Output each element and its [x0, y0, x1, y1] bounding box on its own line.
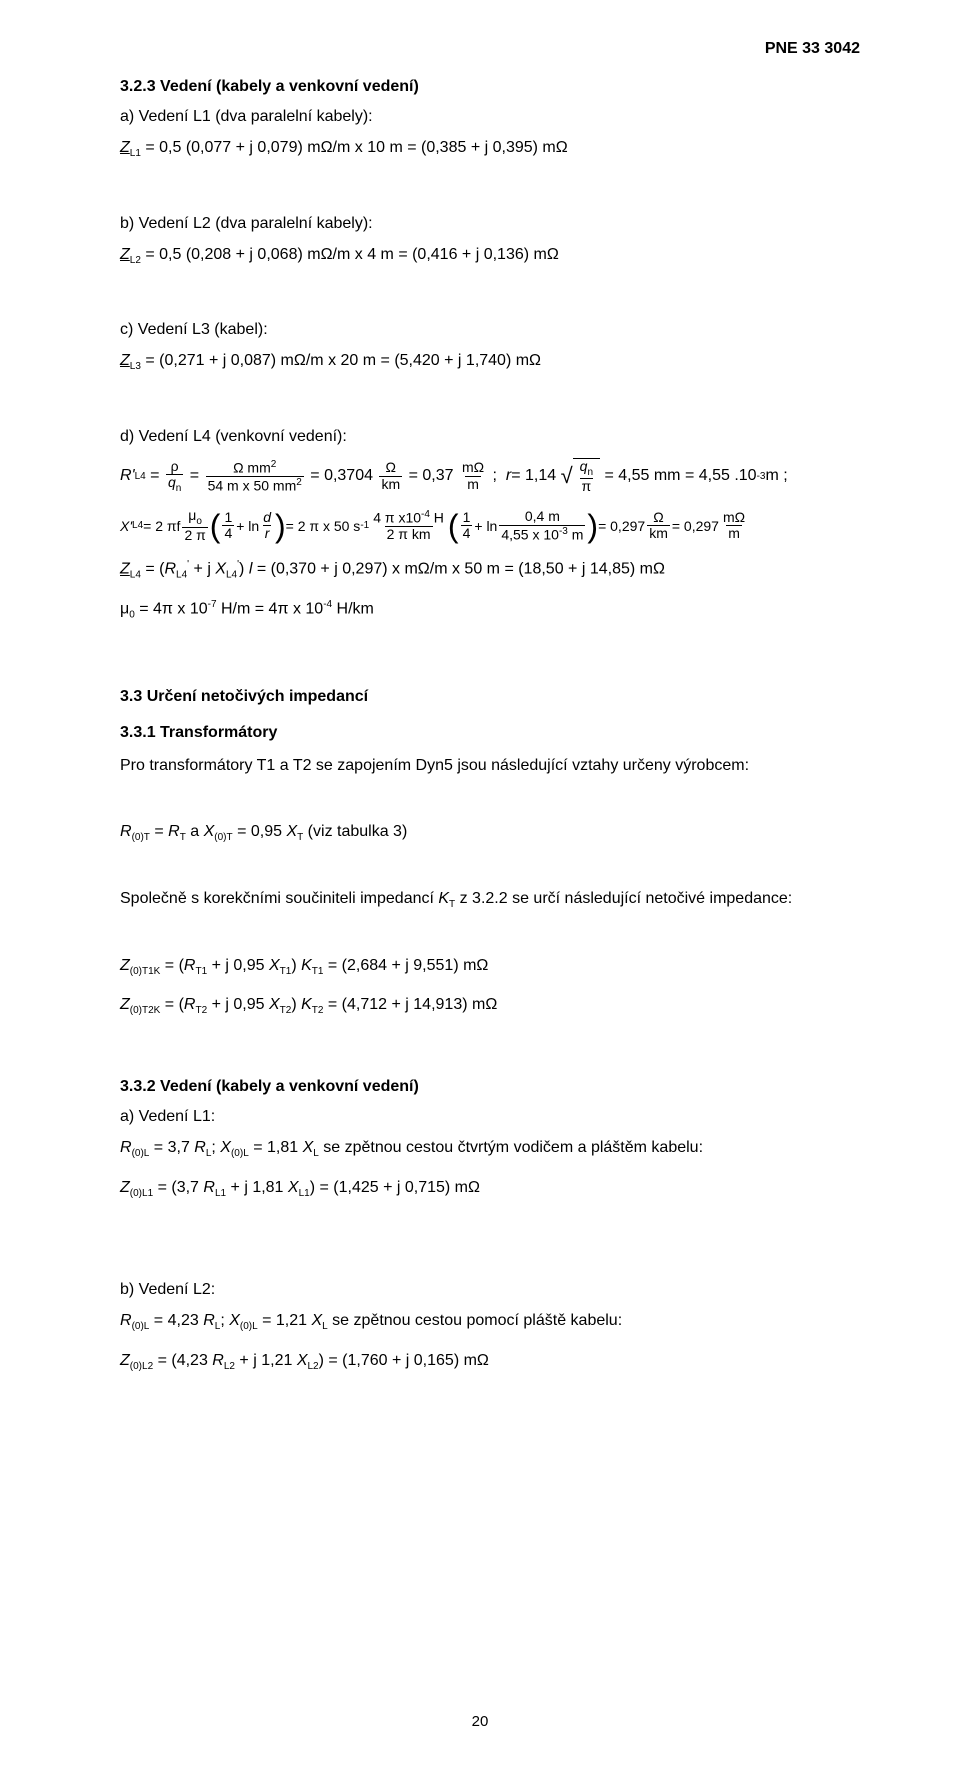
eq-332b: Z(0)L2 = (4,23 RL2 + j 1,21 XL2) = (1,76… — [120, 1349, 860, 1375]
eq-323c: ZL3 = (0,271 + j 0,087) mΩ/m x 20 m = (5… — [120, 349, 860, 375]
eq-331-rel: R(0)T = RT a X(0)T = 0,95 XT (viz tabulk… — [120, 820, 860, 846]
page-number: 20 — [472, 1713, 489, 1730]
eq-323d-R: R'L4 = ρqn = Ω mm254 m x 50 mm2 = 0,3704… — [120, 458, 860, 494]
label-323d: d) Vedení L4 (venkovní vedení): — [120, 428, 860, 446]
eq-323d-mu: μ0 = 4π x 10-7 H/m = 4π x 10-4 H/km — [120, 597, 860, 623]
label-323c: c) Vedení L3 (kabel): — [120, 321, 860, 339]
label-323b: b) Vedení L2 (dva paralelní kabely): — [120, 215, 860, 233]
eq-331-A: Z(0)T1K = (RT1 + j 0,95 XT1) KT1 = (2,68… — [120, 954, 860, 980]
body-332b: R(0)L = 4,23 RL; X(0)L = 1,21 XL se zpět… — [120, 1309, 860, 1335]
eq-323d-Z: ZL4 = (RL4' + j XL4') l = (0,370 + j 0,2… — [120, 557, 860, 583]
body-331: Pro transformátory T1 a T2 se zapojením … — [120, 754, 860, 779]
heading-332: 3.3.2 Vedení (kabely a venkovní vedení) — [120, 1078, 860, 1096]
eq-332a: Z(0)L1 = (3,7 RL1 + j 1,81 XL1) = (1,425… — [120, 1176, 860, 1202]
label-332a: a) Vedení L1: — [120, 1108, 860, 1126]
heading-331: 3.3.1 Transformátory — [120, 724, 860, 742]
eq-331-B: Z(0)T2K = (RT2 + j 0,95 XT2) KT2 = (4,71… — [120, 993, 860, 1019]
eq-323a: ZL1 = 0,5 (0,077 + j 0,079) mΩ/m x 10 m … — [120, 136, 860, 162]
body-331-p2: Společně s korekčními součiniteli impeda… — [120, 887, 860, 913]
eq-323d-X: X'L4 = 2 πf μo2 π ( 14 + ln dr ) = 2 π x… — [120, 508, 860, 543]
heading-33: 3.3 Určení netočivých impedancí — [120, 688, 860, 706]
doc-header: PNE 33 3042 — [765, 40, 860, 58]
heading-323: 3.2.3 Vedení (kabely a venkovní vedení) — [120, 78, 860, 96]
label-332b: b) Vedení L2: — [120, 1281, 860, 1299]
label-323a: a) Vedení L1 (dva paralelní kabely): — [120, 108, 860, 126]
body-332a: R(0)L = 3,7 RL; X(0)L = 1,81 XL se zpětn… — [120, 1136, 860, 1162]
eq-323b: ZL2 = 0,5 (0,208 + j 0,068) mΩ/m x 4 m =… — [120, 243, 860, 269]
